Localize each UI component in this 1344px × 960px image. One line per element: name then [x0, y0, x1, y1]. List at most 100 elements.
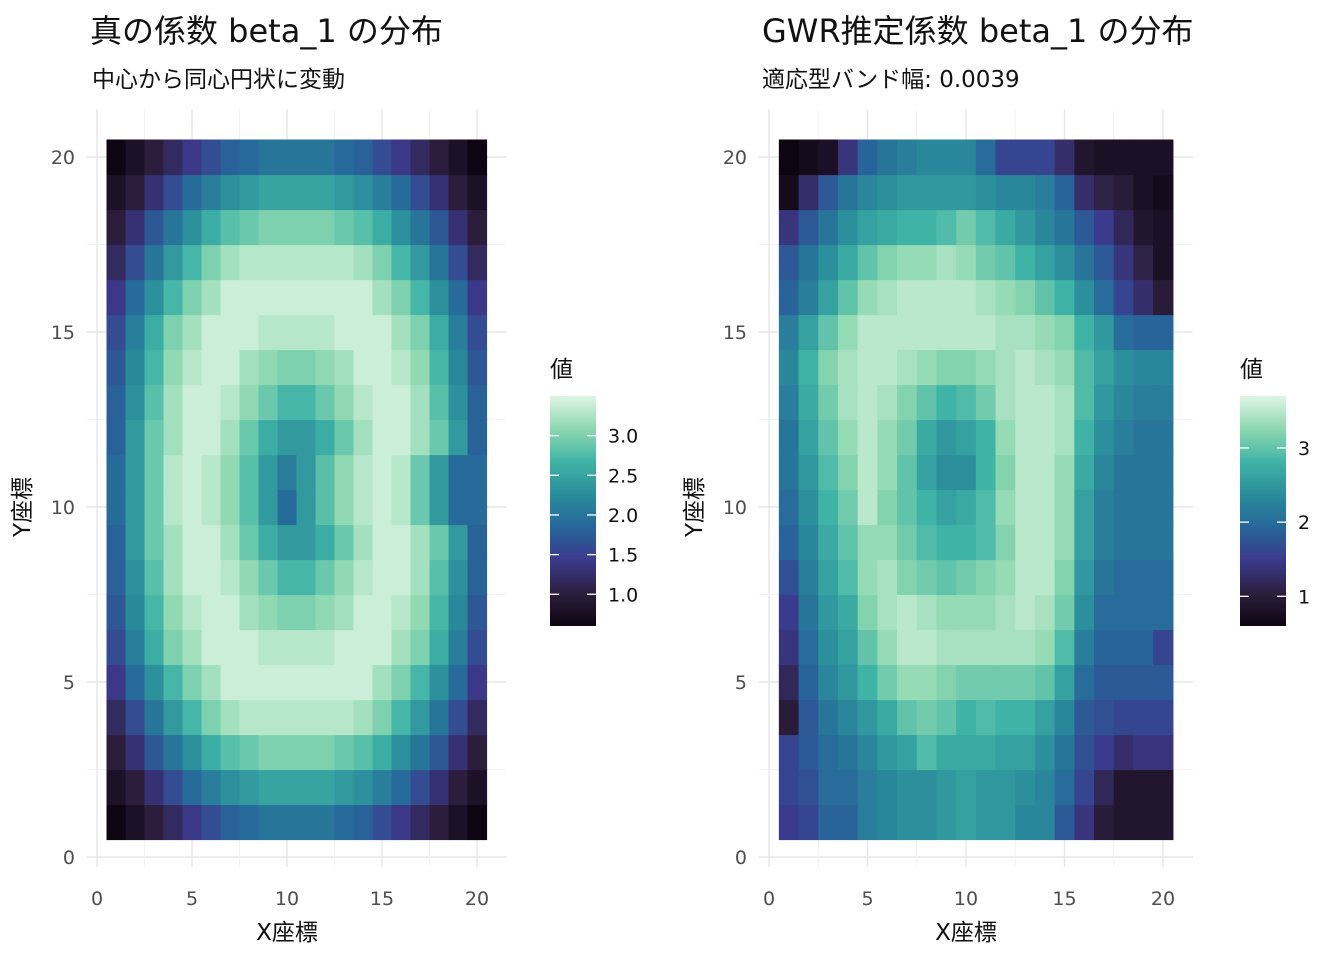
heatmap-cell	[163, 384, 184, 421]
heatmap-cell	[818, 349, 839, 386]
left-heatmap-panel: 真の係数 beta_1 の分布 中心から同心円状に変動 0 5 10 15 20 0 5 10…	[10, 12, 638, 946]
heatmap-cell	[837, 349, 859, 386]
heatmap-cell	[936, 139, 957, 176]
heatmap-cell	[1015, 349, 1036, 386]
heatmap-cell	[975, 629, 997, 666]
heatmap-cell	[106, 734, 127, 771]
heatmap-cell	[1153, 314, 1174, 351]
heatmap-cell	[956, 454, 977, 491]
heatmap-cell	[1094, 524, 1115, 561]
heatmap-cell	[429, 244, 450, 281]
heatmap-cell	[163, 769, 184, 806]
heatmap-cell	[258, 629, 279, 666]
heatmap-cell	[239, 804, 260, 841]
heatmap-cell	[353, 314, 374, 351]
heatmap-cell	[1054, 139, 1075, 176]
heatmap-cell	[837, 174, 859, 211]
heatmap-cell	[837, 559, 859, 596]
heatmap-cell	[106, 209, 127, 246]
heatmap-cell	[778, 664, 800, 701]
heatmap-cell	[429, 279, 450, 316]
heatmap-cell	[1015, 279, 1036, 316]
heatmap-cell	[818, 664, 839, 701]
heatmap-cell	[182, 174, 203, 211]
heatmap-cell	[1015, 699, 1036, 736]
heatmap-cell	[956, 244, 977, 281]
heatmap-cell	[144, 559, 165, 596]
heatmap-cell	[391, 734, 412, 771]
heatmap-cell	[1153, 769, 1174, 806]
heatmap-cell	[410, 699, 431, 736]
heatmap-cell	[936, 699, 957, 736]
heatmap-cell	[897, 594, 918, 631]
heatmap-cell	[239, 769, 260, 806]
heatmap-cell	[144, 629, 165, 666]
heatmap-cell	[372, 174, 393, 211]
heatmap-cell	[106, 454, 127, 491]
heatmap-cell	[334, 384, 355, 421]
heatmap-cell	[467, 734, 488, 771]
heatmap-cell	[877, 664, 898, 701]
heatmap-cell	[798, 699, 819, 736]
heatmap-cell	[778, 314, 800, 351]
heatmap-cell	[144, 524, 165, 561]
heatmap-cell	[857, 594, 878, 631]
legend-colorbar	[550, 396, 596, 626]
heatmap-cell	[956, 804, 977, 841]
heatmap-cell	[296, 629, 317, 666]
heatmap-cell	[125, 314, 146, 351]
heatmap-cell	[1153, 524, 1174, 561]
heatmap-cell	[975, 769, 997, 806]
heatmap-cell	[1113, 209, 1135, 246]
heatmap-cell	[410, 804, 431, 841]
heatmap-cell	[353, 664, 374, 701]
heatmap-cell	[296, 489, 317, 526]
y-tick-label: 0	[735, 847, 747, 869]
heatmap-cell	[182, 384, 203, 421]
heatmap-cell	[410, 559, 431, 596]
heatmap-cell	[916, 454, 938, 491]
heatmap-cell	[1133, 454, 1154, 491]
heatmap-cell	[1153, 489, 1174, 526]
heatmap-cell	[258, 314, 279, 351]
heatmap-cell	[1034, 279, 1056, 316]
heatmap-cell	[220, 349, 241, 386]
heatmap-cell	[334, 174, 355, 211]
heatmap-cell	[296, 419, 317, 456]
heatmap-cell	[1113, 664, 1135, 701]
heatmap-cell	[258, 804, 279, 841]
heatmap-cell	[296, 139, 317, 176]
heatmap-cell	[778, 139, 800, 176]
heatmap-cell	[467, 384, 488, 421]
heatmap-cell	[372, 384, 393, 421]
heatmap-cell	[1094, 384, 1115, 421]
heatmap-cell	[1113, 804, 1135, 841]
heatmap-cell	[916, 384, 938, 421]
heatmap-cell	[975, 384, 997, 421]
heatmap-cell	[258, 734, 279, 771]
heatmap-cell	[353, 244, 374, 281]
heatmap-cell	[818, 139, 839, 176]
heatmap-cell	[857, 489, 878, 526]
heatmap-tiles	[106, 139, 488, 841]
heatmap-cell	[1133, 489, 1154, 526]
heatmap-cell	[1113, 454, 1135, 491]
heatmap-cell	[410, 244, 431, 281]
heatmap-cell	[1153, 419, 1174, 456]
heatmap-cell	[1034, 734, 1056, 771]
heatmap-cell	[163, 594, 184, 631]
heatmap-cell	[936, 279, 957, 316]
heatmap-cell	[1153, 594, 1174, 631]
heatmap-cell	[258, 139, 279, 176]
heatmap-cell	[296, 314, 317, 351]
heatmap-cell	[1015, 594, 1036, 631]
heatmap-cell	[936, 209, 957, 246]
heatmap-cell	[857, 384, 878, 421]
heatmap-cell	[106, 139, 127, 176]
heatmap-cell	[1015, 804, 1036, 841]
heatmap-cell	[334, 139, 355, 176]
heatmap-cell	[877, 559, 898, 596]
heatmap-cell	[897, 664, 918, 701]
heatmap-cell	[467, 804, 488, 841]
heatmap-cell	[201, 454, 222, 491]
